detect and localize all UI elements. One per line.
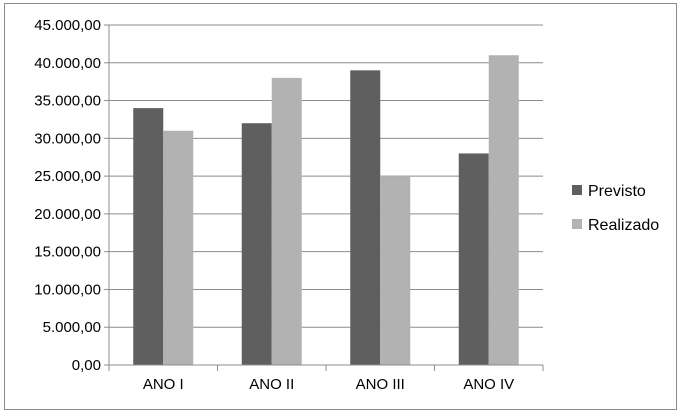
y-tick-label: 0,00 — [72, 357, 101, 374]
bar-realizado-3 — [380, 176, 411, 365]
legend-swatch-previsto — [572, 185, 582, 195]
bars — [133, 55, 519, 365]
legend: Previsto Realizado — [572, 183, 659, 234]
y-tick-label: 45.000,00 — [34, 17, 101, 34]
y-tick-label: 15.000,00 — [34, 244, 101, 261]
bar-previsto-1 — [133, 108, 164, 365]
legend-label-previsto: Previsto — [588, 183, 646, 200]
y-tick-label: 25.000,00 — [34, 168, 101, 185]
y-tick-label: 30.000,00 — [34, 130, 101, 147]
y-tick-label: 35.000,00 — [34, 93, 101, 110]
bar-realizado-1 — [163, 130, 194, 365]
legend-label-realizado: Realizado — [588, 217, 659, 234]
y-tick-label: 40.000,00 — [34, 55, 101, 72]
x-axis-ticks: ANO I ANO II ANO III ANO IV — [108, 365, 544, 393]
bar-previsto-2 — [241, 123, 272, 365]
x-tick-label: ANO IV — [463, 376, 514, 393]
y-axis-ticks: 0,00 5.000,00 10.000,00 15.000,00 20.000,00 2… — [34, 17, 109, 374]
y-tick-label: 10.000,00 — [34, 281, 101, 298]
bar-realizado-4 — [488, 55, 519, 365]
y-tick-label: 20.000,00 — [34, 206, 101, 223]
legend-swatch-realizado — [572, 219, 582, 229]
x-tick-label: ANO III — [356, 376, 405, 393]
bar-previsto-3 — [350, 70, 381, 365]
chart-frame — [4, 3, 677, 410]
x-tick-label: ANO II — [249, 376, 294, 393]
x-tick-label: ANO I — [143, 376, 184, 393]
bar-previsto-4 — [458, 153, 489, 365]
bar-realizado-2 — [271, 77, 302, 365]
y-tick-label: 5.000,00 — [43, 319, 101, 336]
